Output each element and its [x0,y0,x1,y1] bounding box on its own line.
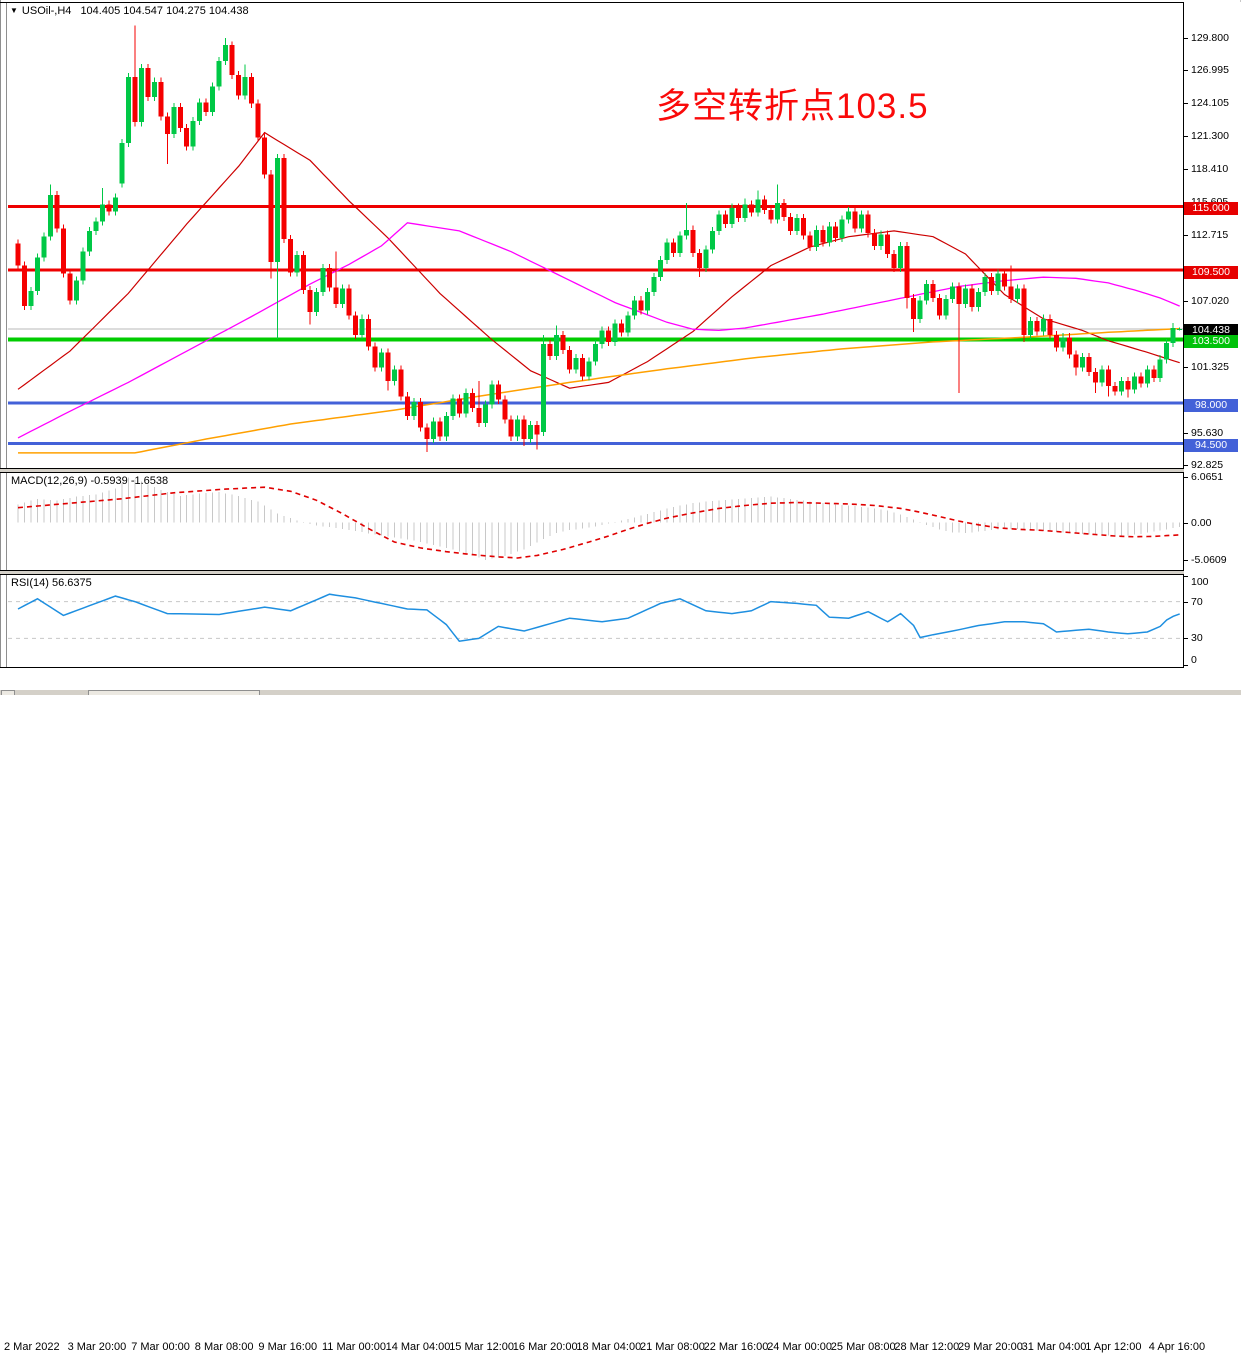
ma-mid-magenta [17,222,1180,439]
time-axis-label: 14 Mar 04:00 [385,1341,451,1353]
rsi-axis-tick: 0 [1191,654,1197,666]
panel-separator-macd[interactable] [0,469,1241,472]
macd-histogram [17,477,1181,560]
macd-axis-tick: 0.00 [1191,516,1212,529]
ma-fast-red [17,131,1180,390]
rsi-panel-top-border [0,574,1241,575]
main-chart-canvas[interactable] [8,2,1183,468]
axis-tick-mark [1183,103,1188,105]
price-axis-tick: 121.300 [1191,129,1229,142]
macd-signal-line [17,486,1180,559]
price-axis-tick: 101.325 [1191,360,1229,373]
price-badge: 115.000 [1184,202,1238,216]
price-axis-tick: 92.825 [1191,459,1224,472]
price-axis-tick: 118.410 [1191,163,1229,176]
rsi-axis-tick: 70 [1191,595,1203,608]
axis-tick-mark [1183,169,1188,171]
time-axis-label: 22 Mar 16:00 [703,1341,769,1353]
time-axis-label: 9 Mar 16:00 [258,1341,318,1353]
time-axis-label: 4 Apr 16:00 [1148,1341,1206,1353]
price-axis-tick: 124.105 [1191,97,1229,110]
rsi-panel-canvas[interactable] [8,574,1183,666]
price-axis-tick: 112.715 [1191,229,1229,242]
price-badge: 104.438 [1184,324,1238,338]
symbol-dropdown-icon[interactable]: ▼ [10,6,18,15]
price-badge: 98.000 [1184,398,1238,412]
candles-layer [15,25,1183,452]
price-axis-tick: 107.020 [1191,294,1229,307]
axis-tick-mark [1183,601,1188,603]
time-axis-label: 7 Mar 00:00 [131,1341,190,1353]
axis-tick-mark [1183,522,1188,524]
macd-axis-tick: -5.0609 [1191,554,1227,567]
time-axis-label: 3 Mar 20:00 [67,1341,127,1353]
time-axis-label: 24 Mar 00:00 [767,1341,833,1353]
time-axis-label: 2 Mar 2022 [4,1341,60,1353]
time-axis-label: 31 Mar 04:00 [1021,1341,1087,1353]
moving-averages-layer [17,131,1180,454]
support-resistance-lines [8,205,1183,446]
price-axis-tick: 126.995 [1191,63,1229,76]
time-axis-label: 1 Apr 12:00 [1085,1341,1142,1353]
axis-tick-mark [1183,135,1188,137]
macd-panel-canvas[interactable] [8,472,1183,570]
window-frame-left-inner [6,2,7,690]
rsi-panel-bottom-border [0,667,1241,668]
time-axis-label: 16 Mar 20:00 [512,1341,578,1353]
axis-tick-mark [1183,465,1188,467]
macd-indicator-label: MACD(12,26,9) -0.5939 -1.6538 [11,475,169,487]
minimized-window-tab[interactable] [1,690,15,695]
time-scale[interactable]: 2 Mar 2022 3 Mar 20:00 7 Mar 00:00 8 Mar 08… [0,668,1241,1353]
time-axis-label: 25 Mar 08:00 [830,1341,896,1353]
window-frame-top [0,2,1241,3]
price-scale-border [1183,2,1184,667]
time-axis-label: 18 Mar 04:00 [576,1341,642,1353]
axis-tick-mark [1183,235,1188,237]
price-badge: 103.500 [1184,335,1238,349]
time-axis-label: 28 Mar 12:00 [894,1341,960,1353]
axis-tick-mark [1183,477,1188,479]
rsi-indicator-label: RSI(14) 56.6375 [11,577,92,589]
axis-tick-mark [1183,366,1188,368]
ma-slow-orange [18,327,1180,454]
macd-panel-top-border [0,472,1241,473]
rsi-axis-tick: 30 [1191,632,1203,645]
axis-tick-mark [1183,37,1188,39]
symbol-period-label: USOil-,H4 [21,5,72,17]
macd-panel-bottom-border [0,570,1241,571]
time-axis-label: 29 Mar 20:00 [958,1341,1023,1353]
time-axis-label: 11 Mar 00:00 [322,1341,387,1353]
axis-tick-mark [1183,432,1188,434]
time-axis-label: 8 Mar 08:00 [194,1341,254,1353]
time-axis-label: 15 Mar 12:00 [449,1341,515,1353]
window-frame-left-outer [0,0,1,695]
macd-axis-tick: 6.0651 [1191,471,1224,484]
time-axis-label: 21 Mar 08:00 [640,1341,705,1353]
minimized-window-tab[interactable] [88,690,260,695]
price-axis-tick: 95.630 [1191,426,1224,439]
window-bottom-frame [0,690,1241,695]
axis-tick-mark [1183,560,1188,562]
ohlc-readout: 104.405 104.547 104.275 104.438 [80,5,249,17]
axis-tick-mark [1183,665,1188,666]
rsi-line [17,593,1180,643]
annotation-text: 多空转折点103.5 [656,87,929,126]
axis-tick-mark [1183,638,1188,640]
price-badge: 94.500 [1184,439,1238,453]
rsi-axis-tick: 100 [1191,576,1209,588]
axis-tick-mark [1183,300,1188,302]
price-axis-tick: 129.800 [1191,31,1229,44]
main-panel-bottom-border [0,468,1241,469]
chart-title: ▼ USOil-,H4 104.405 104.547 104.275 104.43… [10,5,249,17]
price-badge: 109.500 [1184,265,1238,279]
panel-separator-rsi[interactable] [0,571,1241,574]
axis-tick-mark [1183,69,1188,71]
axis-tick-mark [1183,576,1188,577]
